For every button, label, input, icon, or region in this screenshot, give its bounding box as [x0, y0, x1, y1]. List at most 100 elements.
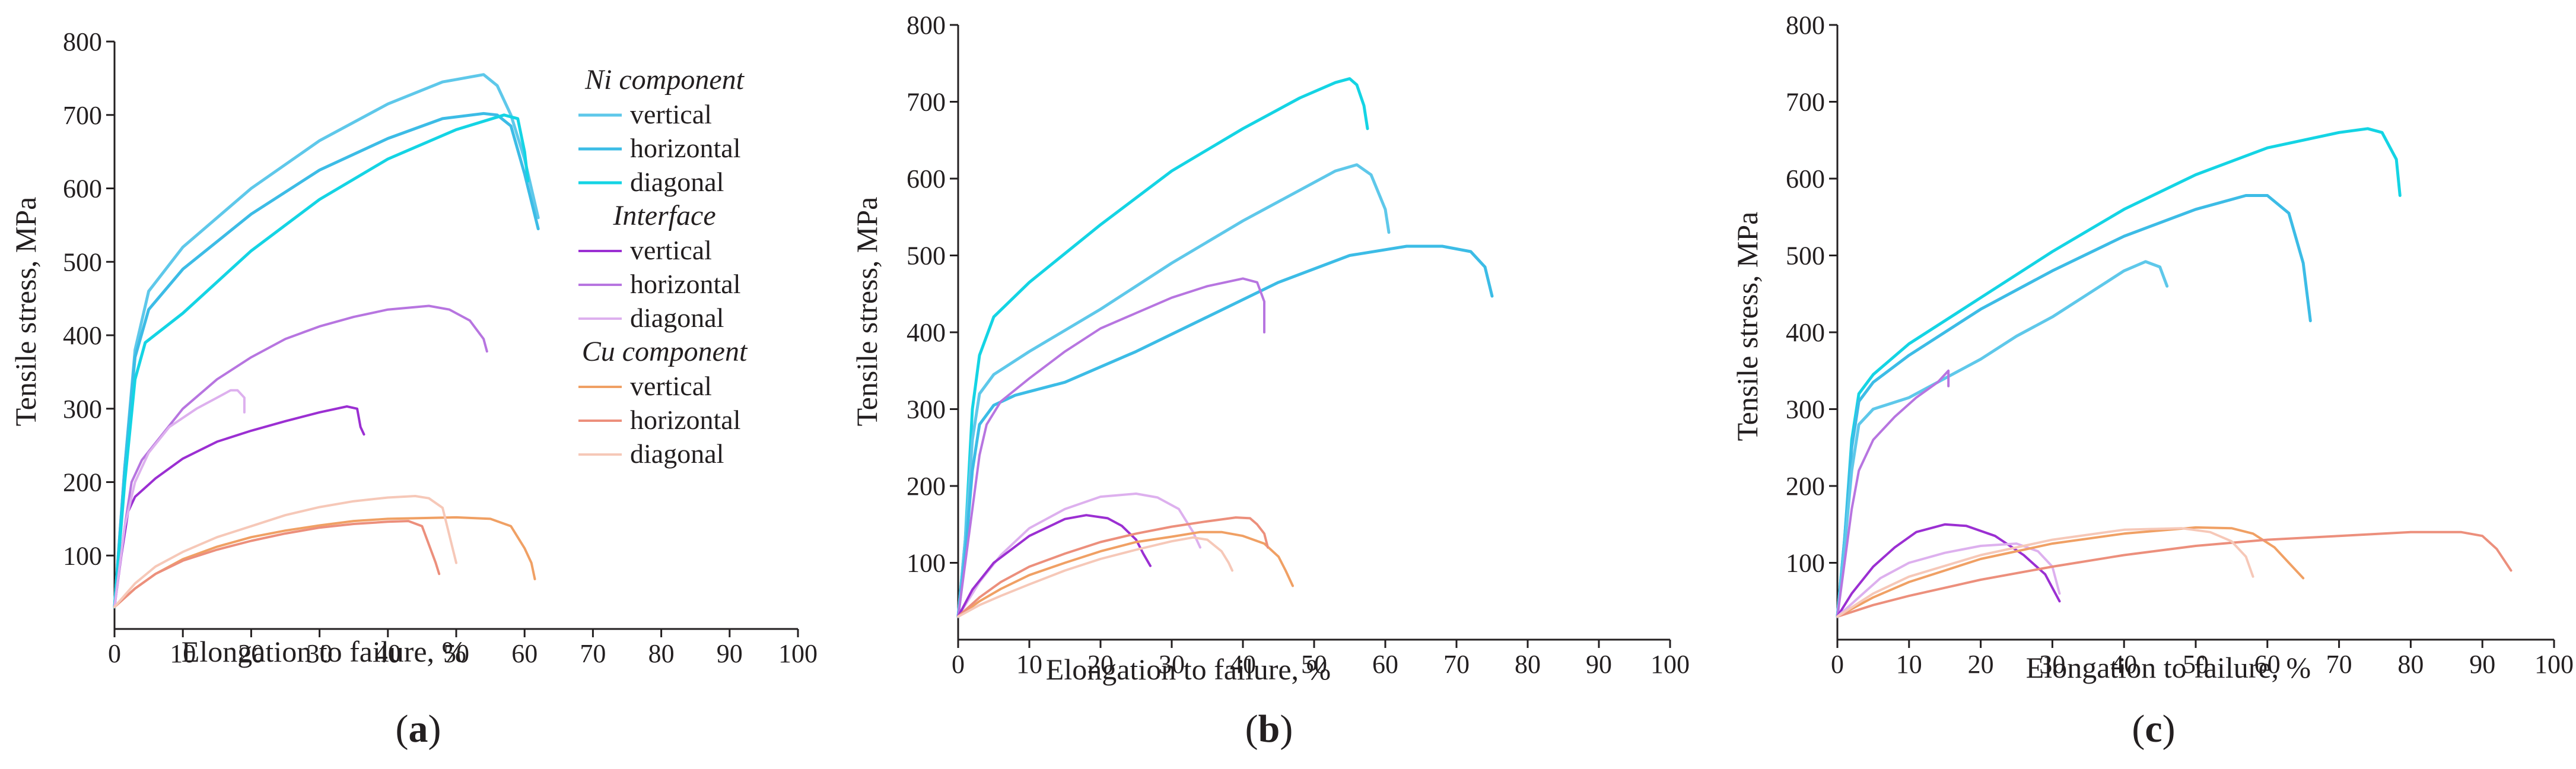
legend-label: vertical — [630, 235, 712, 265]
legend-label: horizontal — [630, 405, 741, 435]
y-tick-label: 300 — [63, 395, 102, 424]
y-tick-label: 800 — [1786, 11, 1825, 40]
y-tick-label: 800 — [63, 27, 102, 56]
y-tick-label: 800 — [907, 11, 946, 40]
panel-label-b: (b) — [1245, 707, 1293, 751]
x-tick-label: 60 — [511, 639, 538, 668]
y-tick-label: 700 — [63, 101, 102, 130]
series-line-ni-diagonal — [1836, 127, 2402, 618]
x-tick-label: 40 — [375, 639, 401, 668]
x-tick-label: 0 — [952, 650, 965, 679]
series-line-if-horizontal — [1836, 369, 1950, 618]
x-tick-label: 10 — [1896, 650, 1922, 679]
x-tick-label: 20 — [1087, 650, 1114, 679]
y-tick-label: 100 — [63, 541, 102, 570]
x-tick-label: 10 — [170, 639, 196, 668]
series-line-if-horizontal — [957, 277, 1265, 618]
legend-label: vertical — [630, 99, 712, 129]
series-line-ni-horizontal — [113, 112, 540, 609]
y-tick-label: 500 — [907, 241, 946, 271]
y-tick-label: 300 — [1786, 395, 1825, 424]
x-tick-label: 90 — [1586, 650, 1612, 679]
x-tick-label: 60 — [1372, 650, 1398, 679]
legend-group-title: Cu component — [582, 336, 748, 367]
x-tick-label: 90 — [717, 639, 743, 668]
y-tick-label: 300 — [907, 395, 946, 424]
series-line-ni-vertical — [113, 73, 540, 609]
chart-panel-a: Tensile stress, MPa Elongation to failur… — [9, 27, 818, 751]
x-tick-label: 100 — [778, 639, 818, 668]
series-line-ni-horizontal — [1836, 194, 2312, 618]
legend-label: diagonal — [630, 167, 724, 197]
x-tick-label: 20 — [1968, 650, 1994, 679]
y-tick-label: 200 — [1786, 472, 1825, 501]
series-line-cu-diagonal — [957, 536, 1233, 618]
x-tick-label: 100 — [1650, 650, 1690, 679]
series-line-cu-diagonal — [1836, 527, 2254, 618]
series-line-ni-horizontal — [956, 244, 1494, 618]
y-tick-label: 600 — [63, 174, 102, 204]
legend-label: vertical — [630, 371, 712, 401]
series-line-ni-diagonal — [956, 77, 1369, 618]
x-tick-label: 70 — [580, 639, 606, 668]
series-line-if-diagonal — [113, 389, 246, 608]
series-line-cu-vertical — [1836, 526, 2305, 618]
series-line-ni-vertical — [956, 163, 1391, 618]
x-tick-label: 50 — [1301, 650, 1327, 679]
y-tick-label: 500 — [1786, 241, 1825, 271]
x-tick-label: 80 — [1515, 650, 1541, 679]
x-tick-label: 10 — [1016, 650, 1042, 679]
panel-label-c: (c) — [2132, 707, 2175, 751]
y-axis-label: Tensile stress, MPa — [850, 197, 883, 427]
x-tick-label: 50 — [2183, 650, 2209, 679]
legend-label: horizontal — [630, 133, 741, 163]
series-line-if-vertical — [1836, 523, 2061, 618]
x-tick-label: 60 — [2254, 650, 2281, 679]
x-tick-label: 40 — [2111, 650, 2137, 679]
series-line-if-vertical — [957, 514, 1152, 618]
x-tick-label: 50 — [443, 639, 469, 668]
x-tick-label: 30 — [1159, 650, 1185, 679]
y-axis-label: Tensile stress, MPa — [1731, 212, 1764, 441]
x-tick-label: 0 — [1831, 650, 1844, 679]
y-tick-label: 200 — [63, 468, 102, 497]
series-line-ni-diagonal — [113, 113, 530, 609]
legend-label: diagonal — [630, 303, 724, 333]
x-tick-label: 20 — [238, 639, 264, 668]
series-line-cu-diagonal — [113, 495, 457, 608]
y-tick-label: 600 — [907, 164, 946, 193]
legend-group-title: Ni component — [584, 64, 745, 96]
series-line-cu-vertical — [957, 530, 1294, 618]
y-tick-label: 400 — [1786, 318, 1825, 347]
x-tick-label: 30 — [2039, 650, 2065, 679]
x-tick-label: 80 — [648, 639, 675, 668]
y-tick-label: 600 — [1786, 164, 1825, 193]
y-axis-label: Tensile stress, MPa — [9, 197, 42, 427]
x-tick-label: 40 — [1230, 650, 1256, 679]
y-tick-label: 400 — [63, 321, 102, 350]
x-tick-label: 90 — [2469, 650, 2495, 679]
chart-panel-b: Tensile stress, MPa Elongation to failur… — [850, 11, 1690, 751]
series-line-cu-horizontal — [957, 516, 1269, 618]
x-axis-label: Elongation to failure, % — [182, 635, 466, 668]
y-tick-label: 100 — [1786, 549, 1825, 578]
series-line-if-horizontal — [113, 304, 488, 608]
y-tick-label: 700 — [1786, 88, 1825, 117]
y-tick-label: 100 — [907, 549, 946, 578]
chart-panel-c: Tensile stress, MPa Elongation to failur… — [1731, 11, 2574, 751]
x-axis-label: Elongation to failure, % — [2026, 651, 2311, 684]
series-line-cu-horizontal — [1836, 530, 2513, 618]
series-line-if-diagonal — [1836, 542, 2061, 618]
y-tick-label: 200 — [907, 472, 946, 501]
y-tick-label: 400 — [907, 318, 946, 347]
legend-group-title: Interface — [612, 200, 715, 231]
x-tick-label: 100 — [2534, 650, 2574, 679]
x-tick-label: 30 — [307, 639, 333, 668]
y-tick-label: 700 — [907, 88, 946, 117]
x-tick-label: 70 — [1443, 650, 1470, 679]
y-tick-label: 500 — [63, 247, 102, 277]
x-axis-label: Elongation to failure, % — [1046, 653, 1331, 686]
legend: Ni componentverticalhorizontaldiagonalIn… — [578, 64, 748, 469]
legend-label: diagonal — [630, 438, 724, 469]
